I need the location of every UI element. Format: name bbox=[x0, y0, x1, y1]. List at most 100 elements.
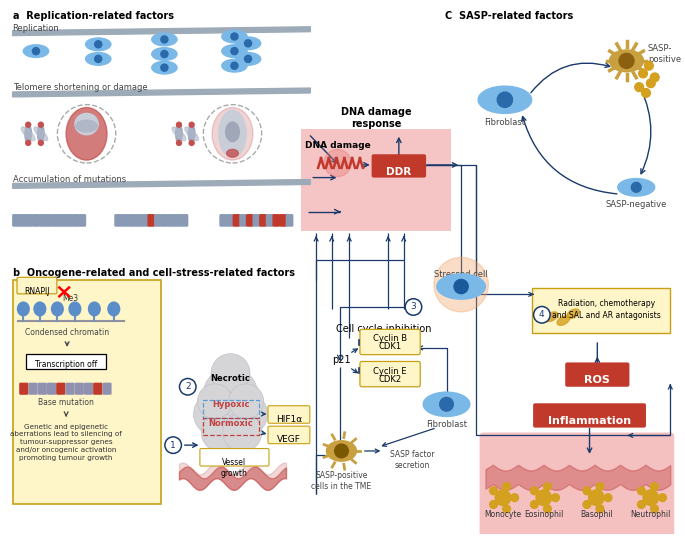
Ellipse shape bbox=[236, 52, 261, 65]
Circle shape bbox=[635, 83, 643, 91]
Circle shape bbox=[551, 494, 560, 502]
Text: p21: p21 bbox=[332, 355, 351, 366]
Text: Replication: Replication bbox=[12, 24, 60, 33]
Ellipse shape bbox=[566, 309, 580, 319]
FancyBboxPatch shape bbox=[12, 280, 162, 504]
Text: HIF1α: HIF1α bbox=[276, 415, 302, 424]
Text: 3: 3 bbox=[410, 302, 416, 312]
Circle shape bbox=[177, 141, 182, 146]
FancyBboxPatch shape bbox=[29, 384, 37, 394]
Circle shape bbox=[32, 48, 40, 55]
Circle shape bbox=[211, 354, 250, 393]
FancyBboxPatch shape bbox=[85, 384, 92, 394]
Circle shape bbox=[161, 64, 168, 71]
Ellipse shape bbox=[557, 316, 569, 325]
Circle shape bbox=[583, 500, 590, 509]
FancyBboxPatch shape bbox=[66, 215, 72, 226]
FancyBboxPatch shape bbox=[565, 362, 630, 387]
Text: CDK1: CDK1 bbox=[379, 342, 401, 351]
Text: b  Oncogene-related and cell-stress-related factors: b Oncogene-related and cell-stress-relat… bbox=[12, 268, 295, 278]
Ellipse shape bbox=[21, 127, 35, 141]
Polygon shape bbox=[12, 180, 310, 188]
FancyBboxPatch shape bbox=[247, 215, 253, 226]
Text: DNA damage
response: DNA damage response bbox=[341, 107, 412, 129]
Circle shape bbox=[588, 490, 604, 505]
Circle shape bbox=[650, 73, 659, 82]
Text: DNA damage: DNA damage bbox=[306, 141, 371, 150]
Circle shape bbox=[245, 40, 251, 47]
Ellipse shape bbox=[219, 110, 246, 157]
Circle shape bbox=[497, 92, 512, 108]
FancyBboxPatch shape bbox=[17, 278, 57, 294]
Polygon shape bbox=[12, 27, 310, 36]
FancyBboxPatch shape bbox=[59, 215, 66, 226]
Ellipse shape bbox=[478, 86, 532, 114]
Text: Neutrophil: Neutrophil bbox=[631, 510, 671, 519]
Text: SASP-
positive: SASP- positive bbox=[648, 44, 681, 64]
Ellipse shape bbox=[108, 302, 120, 316]
FancyBboxPatch shape bbox=[142, 215, 148, 226]
FancyBboxPatch shape bbox=[266, 215, 273, 226]
FancyBboxPatch shape bbox=[227, 215, 233, 226]
Circle shape bbox=[619, 54, 634, 68]
FancyBboxPatch shape bbox=[220, 215, 226, 226]
FancyBboxPatch shape bbox=[360, 329, 421, 355]
Ellipse shape bbox=[51, 302, 63, 316]
Circle shape bbox=[201, 413, 240, 452]
FancyBboxPatch shape bbox=[268, 406, 310, 423]
FancyBboxPatch shape bbox=[260, 215, 266, 226]
Ellipse shape bbox=[69, 302, 81, 316]
Circle shape bbox=[161, 50, 168, 57]
Circle shape bbox=[643, 490, 658, 505]
Polygon shape bbox=[12, 88, 310, 97]
Ellipse shape bbox=[225, 122, 239, 142]
Text: Accumulation of mutations: Accumulation of mutations bbox=[12, 175, 126, 184]
Circle shape bbox=[38, 141, 43, 146]
Text: 2: 2 bbox=[185, 382, 190, 391]
Ellipse shape bbox=[88, 302, 100, 316]
Text: Fibroblast: Fibroblast bbox=[426, 420, 467, 429]
Text: Fibroblast: Fibroblast bbox=[484, 118, 525, 127]
Ellipse shape bbox=[152, 33, 177, 46]
Circle shape bbox=[454, 280, 469, 294]
Circle shape bbox=[490, 500, 497, 509]
Ellipse shape bbox=[66, 108, 107, 160]
FancyBboxPatch shape bbox=[103, 384, 111, 394]
Ellipse shape bbox=[185, 127, 199, 141]
Text: Normoxic: Normoxic bbox=[208, 419, 253, 428]
FancyBboxPatch shape bbox=[286, 215, 292, 226]
FancyBboxPatch shape bbox=[20, 384, 27, 394]
Circle shape bbox=[335, 444, 348, 458]
FancyBboxPatch shape bbox=[234, 215, 240, 226]
Circle shape bbox=[203, 367, 258, 422]
FancyBboxPatch shape bbox=[371, 154, 426, 177]
Ellipse shape bbox=[188, 125, 195, 143]
Text: SASP-negative: SASP-negative bbox=[606, 200, 667, 209]
Circle shape bbox=[645, 61, 653, 70]
Circle shape bbox=[177, 122, 182, 127]
FancyBboxPatch shape bbox=[533, 403, 646, 427]
Ellipse shape bbox=[327, 441, 356, 461]
FancyBboxPatch shape bbox=[13, 215, 19, 226]
Circle shape bbox=[189, 141, 194, 146]
FancyBboxPatch shape bbox=[148, 215, 155, 226]
Text: ROS: ROS bbox=[584, 375, 610, 385]
Circle shape bbox=[536, 490, 551, 505]
Ellipse shape bbox=[152, 48, 177, 61]
FancyBboxPatch shape bbox=[53, 215, 59, 226]
Ellipse shape bbox=[618, 179, 655, 196]
Ellipse shape bbox=[222, 30, 247, 43]
Circle shape bbox=[530, 500, 538, 509]
FancyBboxPatch shape bbox=[94, 384, 101, 394]
Text: Necrotic: Necrotic bbox=[210, 374, 251, 384]
Text: 1: 1 bbox=[171, 440, 176, 450]
Circle shape bbox=[38, 122, 43, 127]
Ellipse shape bbox=[76, 120, 97, 132]
FancyBboxPatch shape bbox=[73, 215, 79, 226]
Circle shape bbox=[642, 89, 650, 97]
Ellipse shape bbox=[222, 45, 247, 57]
Ellipse shape bbox=[38, 125, 44, 143]
Circle shape bbox=[583, 487, 590, 494]
Circle shape bbox=[26, 122, 31, 127]
Ellipse shape bbox=[86, 38, 111, 51]
